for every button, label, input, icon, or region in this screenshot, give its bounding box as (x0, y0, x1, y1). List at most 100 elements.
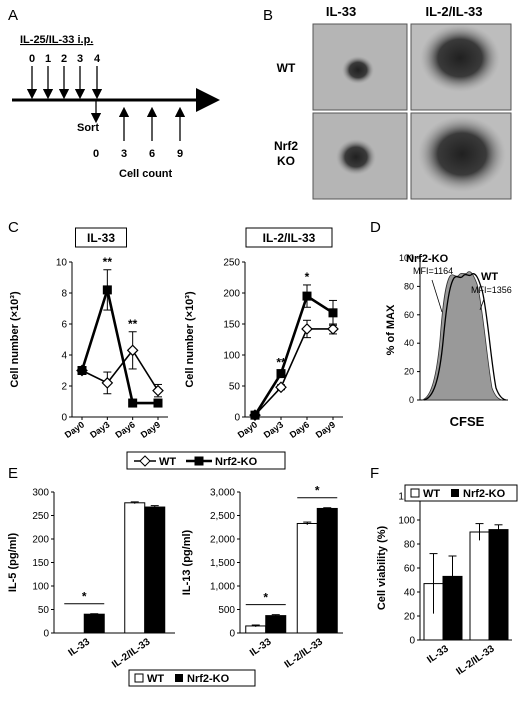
y-tick-label: 500 (218, 605, 235, 616)
injection-day: 3 (77, 53, 83, 65)
y-axis-label: Cell number (×10³) (184, 291, 196, 388)
y-axis-label: IL-13 (pg/ml) (181, 529, 193, 595)
significance-mark: * (82, 590, 87, 604)
y-tick-label: 2 (61, 382, 67, 393)
sort-label: Sort (77, 122, 99, 134)
y-tick-label: 250 (223, 258, 240, 269)
bar-wt (296, 522, 318, 634)
chart-e-il13: 0 500 1,000 1,500 2,000 2,500 3,000 IL-13 (pg/m… (181, 484, 343, 671)
y-tick-label: 150 (223, 320, 240, 331)
hist-tick-label: 60 (404, 310, 414, 320)
y-tick-label: 60 (404, 564, 416, 575)
hist-wt-line (423, 273, 507, 401)
marker-wt (275, 381, 287, 394)
chart-e-il5: 0 50 100 150 200 250 300 IL-5 (pg/ml) IL-33 * IL-2… (7, 488, 175, 671)
y-axis-label: IL-5 (pg/ml) (7, 533, 19, 593)
legend-label-wt: WT (159, 456, 176, 468)
y-axis-label: Cell number (×10³) (9, 291, 21, 388)
marker-ko (77, 366, 87, 375)
hist-ko-filled (421, 271, 503, 401)
legend-box (404, 484, 518, 502)
legend-swatch-ko (451, 489, 459, 497)
legend-swatch-ko (175, 674, 183, 682)
chart-title-box (75, 227, 127, 248)
chart-title: IL-33 (87, 231, 115, 245)
significance-mark: * (263, 591, 268, 605)
bar-ko (316, 507, 338, 634)
panel-letter-f: F (370, 465, 379, 482)
x-tick-label: Day9 (314, 419, 337, 440)
x-tick-label: Day9 (139, 419, 162, 440)
x-tick-label: Day3 (88, 419, 111, 440)
hist-tick-label: 0 (409, 395, 414, 405)
micrograph-wt-il2-il33 (410, 23, 512, 111)
cell-count-label: Cell count (119, 168, 173, 180)
bar-ko (144, 506, 166, 634)
panel-letter-d: D (370, 219, 381, 236)
y-tick-label: 4 (61, 351, 67, 362)
legend-c: WT Nrf2-KO (126, 451, 286, 470)
series-line-wt (81, 348, 159, 392)
significance-mark: * (305, 270, 310, 284)
legend-label-wt: WT (423, 488, 440, 500)
injection-day: 4 (94, 53, 101, 65)
y-tick-label: 2,500 (210, 511, 235, 522)
label-pointer-wt (479, 298, 485, 311)
y-tick-label: 0 (229, 629, 235, 640)
chart-f-viability: 020406080100120Cell viability (%)IL-33IL… (376, 492, 512, 678)
y-tick-label: 200 (32, 535, 49, 546)
bar-wt (469, 531, 490, 641)
x-tick-label: IL-33 (67, 636, 93, 659)
micrograph-ko-il33 (312, 112, 408, 200)
significance-mark: * (315, 484, 320, 498)
panel-letter-b: B (263, 7, 273, 24)
marker-wt (327, 323, 339, 335)
hist-tick-label: 40 (404, 338, 414, 348)
series-line-ko (253, 294, 334, 416)
y-tick-label: 100 (32, 582, 49, 593)
y-tick-label: 0 (234, 413, 240, 424)
hist-tick-label: 80 (404, 281, 414, 291)
chart-title-box (245, 227, 333, 248)
x-tick-label: IL-33 (248, 636, 274, 659)
legend-marker-wt (139, 455, 151, 467)
x-tick-label: IL-2/IL-33 (454, 643, 497, 677)
x-tick-label: Day6 (113, 419, 136, 440)
hist-mfi-ko: MFI=1164 (413, 266, 453, 276)
y-tick-label: 300 (32, 488, 49, 499)
bar-ko (488, 529, 509, 641)
series-line-ko (80, 284, 158, 405)
legend-label-ko: Nrf2-KO (463, 488, 506, 500)
row-label-wt: WT (277, 61, 296, 75)
y-tick-label: 100 (398, 516, 415, 527)
y-tick-label: 0 (43, 629, 49, 640)
count-day: 9 (177, 148, 183, 160)
legend-e: WT Nrf2-KO (128, 669, 256, 687)
y-tick-label: 50 (229, 382, 241, 393)
marker-ko (276, 369, 286, 379)
legend-label-wt: WT (147, 673, 164, 685)
panel-d-histogram: 0 20 40 60 80 100 Nrf2-KO MFI=1164 WT MFI=135… (385, 253, 512, 429)
x-tick-label: Day3 (262, 419, 285, 440)
significance-mark: ** (128, 317, 138, 331)
y-tick-label: 200 (223, 289, 240, 300)
marker-ko (302, 291, 312, 301)
panel-letter-c: C (8, 219, 19, 236)
y-tick-label: 80 (404, 540, 416, 551)
marker-ko (250, 410, 260, 420)
y-tick-label: 10 (56, 258, 68, 269)
chart-title: IL-2/IL-33 (263, 231, 316, 245)
x-tick-label: IL-2/IL-33 (110, 636, 153, 670)
panel-letter-a: A (8, 7, 18, 24)
legend-swatch-wt (410, 488, 420, 498)
count-day: 0 (93, 148, 99, 160)
marker-ko (153, 398, 163, 408)
y-tick-label: 6 (61, 320, 67, 331)
panel-letter-e: E (8, 465, 18, 482)
marker-ko (328, 308, 338, 318)
